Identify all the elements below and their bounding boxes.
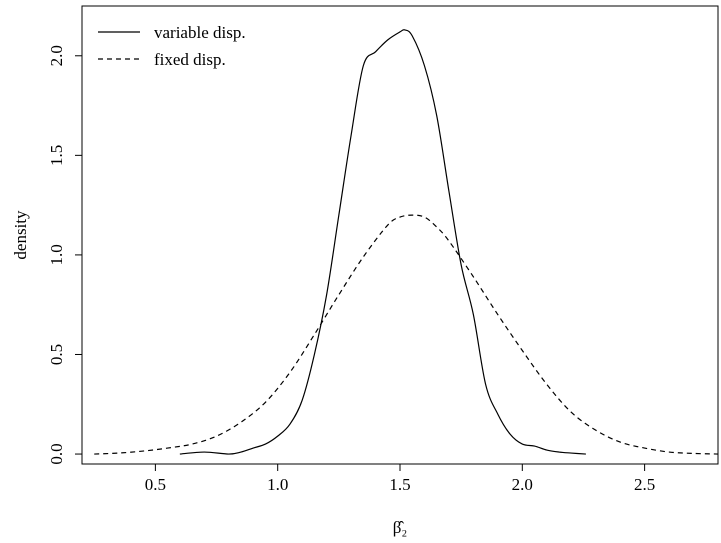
y-tick-label: 1.5 — [47, 145, 66, 166]
y-axis-label: density — [11, 210, 30, 260]
y-tick-label: 2.0 — [47, 45, 66, 66]
x-tick-label: 1.0 — [267, 475, 288, 494]
legend: variable disp. fixed disp. — [98, 23, 246, 69]
series-layer — [94, 29, 719, 455]
x-axis: 0.5 1.0 1.5 2.0 2.5 — [145, 464, 655, 494]
x-axis-label: β̂₂ — [393, 518, 408, 537]
x-tick-label: 0.5 — [145, 475, 166, 494]
x-tick-label: 2.0 — [512, 475, 533, 494]
y-axis: 0.0 0.5 1.0 1.5 2.0 — [47, 45, 82, 465]
x-tick-label: 1.5 — [389, 475, 410, 494]
y-tick-label: 1.0 — [47, 244, 66, 265]
legend-label-variable-disp: variable disp. — [154, 23, 246, 42]
x-tick-label: 2.5 — [634, 475, 655, 494]
legend-label-fixed-disp: fixed disp. — [154, 50, 226, 69]
y-tick-label: 0.5 — [47, 344, 66, 365]
series-line-variable-disp — [179, 29, 586, 455]
y-tick-label: 0.0 — [47, 443, 66, 464]
series-line-fixed-disp — [94, 214, 719, 455]
plot-frame — [81, 5, 719, 465]
